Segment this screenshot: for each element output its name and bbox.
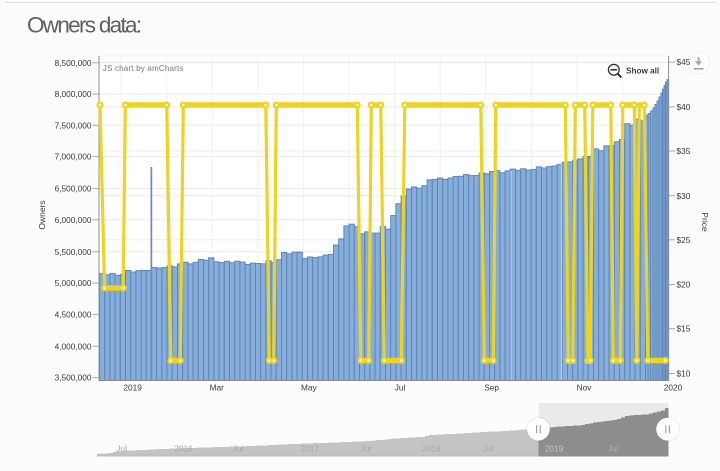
- svg-text:$10: $10: [677, 369, 691, 379]
- svg-text:2017: 2017: [300, 443, 319, 453]
- svg-text:3,500,000: 3,500,000: [55, 373, 92, 383]
- svg-text:Jul: Jul: [360, 443, 371, 453]
- svg-text:$35: $35: [677, 146, 691, 156]
- svg-text:Jul: Jul: [608, 443, 619, 453]
- svg-text:2018: 2018: [422, 443, 441, 453]
- svg-text:Owners: Owners: [37, 200, 47, 229]
- svg-text:$25: $25: [677, 235, 691, 245]
- svg-text:Nov: Nov: [577, 383, 593, 393]
- svg-text:Jul: Jul: [483, 443, 494, 453]
- svg-text:8,500,000: 8,500,000: [55, 58, 92, 68]
- svg-text:2016: 2016: [174, 443, 193, 453]
- svg-text:$15: $15: [677, 324, 691, 334]
- svg-text:2019: 2019: [545, 443, 564, 453]
- svg-text:Mar: Mar: [210, 383, 225, 393]
- svg-text:5,000,000: 5,000,000: [55, 278, 92, 288]
- svg-text:6,500,000: 6,500,000: [55, 184, 92, 194]
- svg-text:Show all: Show all: [626, 66, 659, 75]
- svg-text:6,000,000: 6,000,000: [55, 215, 92, 225]
- svg-text:2019: 2019: [123, 383, 142, 393]
- svg-text:4,000,000: 4,000,000: [55, 341, 92, 351]
- svg-text:Owners data:: Owners data:: [27, 13, 141, 38]
- svg-text:Jul: Jul: [116, 443, 127, 453]
- svg-text:$20: $20: [677, 280, 691, 290]
- svg-text:2020: 2020: [664, 383, 683, 393]
- svg-text:$40: $40: [677, 102, 691, 112]
- svg-text:4,500,000: 4,500,000: [55, 309, 92, 319]
- svg-text:May: May: [301, 383, 318, 393]
- svg-text:7,000,000: 7,000,000: [55, 152, 92, 162]
- svg-text:5,500,000: 5,500,000: [55, 247, 92, 257]
- svg-text:Price: Price: [700, 212, 710, 232]
- svg-text:$30: $30: [677, 191, 691, 201]
- svg-text:Jul: Jul: [395, 383, 406, 393]
- svg-text:$45: $45: [677, 57, 691, 67]
- svg-text:JS chart by amCharts: JS chart by amCharts: [103, 64, 184, 73]
- svg-text:7,500,000: 7,500,000: [55, 120, 92, 130]
- svg-text:Sep: Sep: [484, 383, 499, 393]
- svg-text:Jul: Jul: [233, 443, 244, 453]
- svg-text:8,000,000: 8,000,000: [55, 89, 92, 99]
